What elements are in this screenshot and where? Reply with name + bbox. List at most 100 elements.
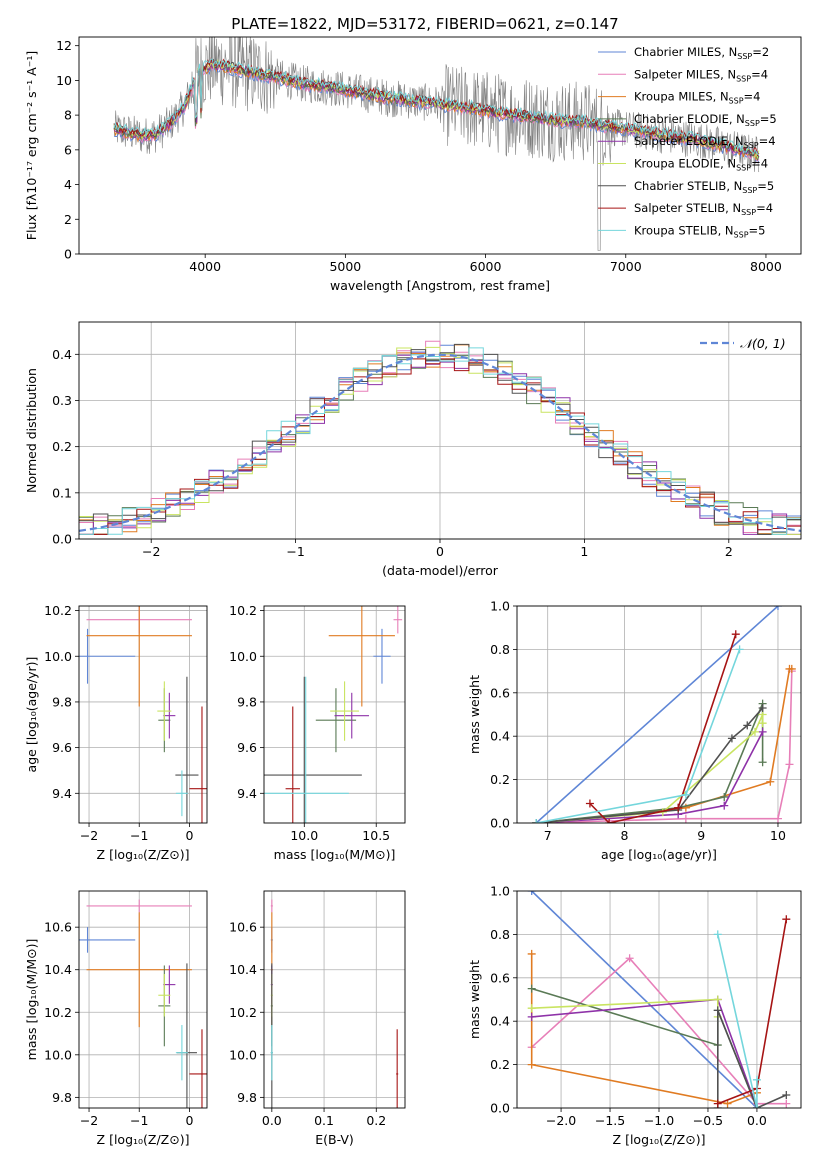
legend-label-salpeter-miles: Salpeter MILES, NSSP=4 — [634, 67, 768, 83]
y-axis-label: Flux [fλ10⁻¹⁷ erg cm⁻² s⁻¹ A⁻¹] — [24, 51, 39, 240]
weight-point-salpeter-stelib — [731, 630, 740, 639]
weight-point-kroupa-stelib — [681, 790, 690, 799]
y-tick-label: 10.2 — [229, 603, 257, 618]
y-tick-label: 10.4 — [44, 962, 72, 977]
weight-line-chabrier-miles — [531, 891, 758, 1108]
x-axis-label: age [log₁₀(age/yr)] — [601, 847, 717, 862]
plot-area — [79, 899, 207, 1108]
hist-kroupa-stelib — [79, 347, 801, 535]
weight-point-chabrier-elodie — [720, 792, 729, 801]
legend-label-gaussian: 𝒩(0, 1) — [740, 336, 786, 351]
weight-line-salpeter-stelib — [717, 919, 788, 1105]
y-tick-label: 0.0 — [490, 1101, 510, 1116]
y-tick-label: 0.3 — [52, 393, 72, 408]
weight-point-chabrier-elodie — [527, 984, 536, 993]
weight-point-salpeter-stelib — [605, 819, 614, 823]
y-tick-label: 12 — [56, 38, 72, 53]
x-axis-label: (data-model)/error — [382, 563, 499, 578]
axes-frame — [78, 605, 208, 824]
panel-weight-vs-age: 7 8 9 10 0.0 0.2 0.4 0.6 0.8 1.0 age [log₁₀(age/yr… — [467, 599, 802, 862]
weight-point-kroupa-miles — [527, 1060, 536, 1069]
axes-frame — [78, 36, 802, 255]
x-tick-label: −1.5 — [595, 1113, 625, 1128]
y-axis-label: Normed distribution — [24, 368, 39, 493]
weight-line-chabrier-miles — [535, 606, 779, 823]
x-tick-label: 9 — [697, 828, 705, 843]
weight-point-chabrier-miles — [773, 606, 782, 610]
weight-point-salpeter-elodie — [758, 727, 767, 736]
y-tick-label: 0.8 — [490, 927, 510, 942]
y-tick-label: 10.0 — [44, 1047, 72, 1062]
x-tick-label: −2 — [142, 544, 160, 559]
figure-title: PLATE=1822, MJD=53172, FIBERID=0621, z=0… — [231, 15, 618, 33]
weight-point-chabrier-stelib — [743, 721, 752, 730]
x-axis-label: mass [log₁₀(M/M⊙)] — [274, 847, 396, 862]
weight-point-kroupa-miles — [787, 664, 796, 673]
x-tick-label: 0 — [185, 828, 193, 843]
y-tick-label: 10.6 — [44, 920, 72, 935]
y-tick-label: 0.6 — [490, 685, 510, 700]
y-tick-label: 10.0 — [44, 649, 72, 664]
weight-point-kroupa-stelib — [713, 930, 722, 939]
axes-frame — [516, 890, 802, 1109]
model-kroupa-stelib — [113, 58, 759, 155]
y-tick-label: 10.0 — [229, 649, 257, 664]
weight-point-chabrier-miles — [527, 891, 536, 895]
gaussian-curve — [79, 353, 801, 532]
weight-line-chabrier-stelib — [536, 707, 764, 823]
weight-line-chabrier-stelib — [717, 1010, 787, 1108]
y-axis-label: age [log₁₀(age/yr)] — [24, 657, 39, 773]
weight-point-kroupa-elodie — [758, 719, 767, 728]
weight-line-kroupa-elodie — [536, 714, 764, 823]
y-tick-label: 0.4 — [490, 729, 510, 744]
weight-point-kroupa-miles — [527, 949, 536, 958]
plot-area — [113, 37, 760, 251]
plot-area — [270, 899, 399, 1108]
panel-mass-vs-Z: −2 −1 0 9.8 10.0 10.2 10.4 10.6 Z [log₁₀(Z/Z⊙)] m… — [24, 890, 208, 1147]
weight-point-kroupa-miles — [766, 777, 775, 786]
y-tick-label: 10.4 — [229, 962, 257, 977]
y-tick-label: 10.0 — [229, 1047, 257, 1062]
y-tick-label: 9.4 — [52, 786, 72, 801]
weight-point-kroupa-miles — [723, 1099, 732, 1108]
weight-point-chabrier-elodie — [758, 758, 767, 767]
y-tick-label: 0.1 — [52, 485, 72, 500]
y-tick-label: 0.0 — [52, 532, 72, 547]
observed-spectrum — [113, 37, 760, 251]
y-tick-label: 0 — [64, 247, 72, 262]
weight-line-salpeter-stelib — [589, 633, 737, 823]
x-axis-label: wavelength [Angstrom, rest frame] — [330, 278, 550, 293]
panel-spectrum: 4000 5000 6000 7000 8000 0 2 4 6 8 10 12 wavelength … — [24, 36, 802, 293]
x-axis-label: Z [log₁₀(Z/Z⊙)] — [613, 1132, 706, 1147]
y-tick-label: 0.2 — [52, 439, 72, 454]
legend-label-kroupa-elodie: Kroupa ELODIE, NSSP=4 — [634, 157, 768, 173]
x-axis-label: Z [log₁₀(Z/Z⊙)] — [97, 1132, 190, 1147]
weight-point-salpeter-stelib — [713, 1099, 722, 1108]
legend-label-salpeter-stelib: Salpeter STELIB, NSSP=4 — [634, 201, 773, 217]
y-tick-label: 10.2 — [229, 1005, 257, 1020]
weight-point-chabrier-stelib — [782, 1090, 791, 1099]
weight-point-salpeter-stelib — [782, 915, 791, 924]
axes-frame — [78, 321, 802, 540]
legend-label-kroupa-stelib: Kroupa STELIB, NSSP=5 — [634, 223, 765, 239]
x-tick-label: 8000 — [750, 259, 782, 274]
y-tick-label: 0.4 — [52, 347, 72, 362]
x-tick-label: 2 — [725, 544, 733, 559]
y-tick-label: 9.6 — [52, 740, 72, 755]
y-tick-label: 0.0 — [490, 816, 510, 831]
weight-line-kroupa-miles — [530, 953, 758, 1105]
legend-label-kroupa-miles: Kroupa MILES, NSSP=4 — [634, 90, 760, 106]
y-axis-label: mass [log₁₀(M/M⊙)] — [24, 939, 39, 1061]
weight-point-salpeter-miles — [773, 814, 782, 823]
axes-frame — [263, 605, 406, 824]
panel-mass-vs-EBV: 0.0 0.1 0.2 9.8 10.0 10.2 10.4 10.6 E(B-V) — [229, 890, 406, 1147]
x-axis-label: Z [log₁₀(Z/Z⊙)] — [97, 847, 190, 862]
x-tick-label: 6000 — [470, 259, 502, 274]
plot-area — [264, 606, 403, 823]
weight-point-chabrier-stelib — [758, 703, 767, 712]
weight-point-kroupa-stelib — [752, 1075, 761, 1084]
weight-point-kroupa-elodie — [713, 995, 722, 1004]
weight-line-kroupa-miles — [536, 668, 792, 823]
x-axis-label: E(B-V) — [315, 1132, 354, 1147]
